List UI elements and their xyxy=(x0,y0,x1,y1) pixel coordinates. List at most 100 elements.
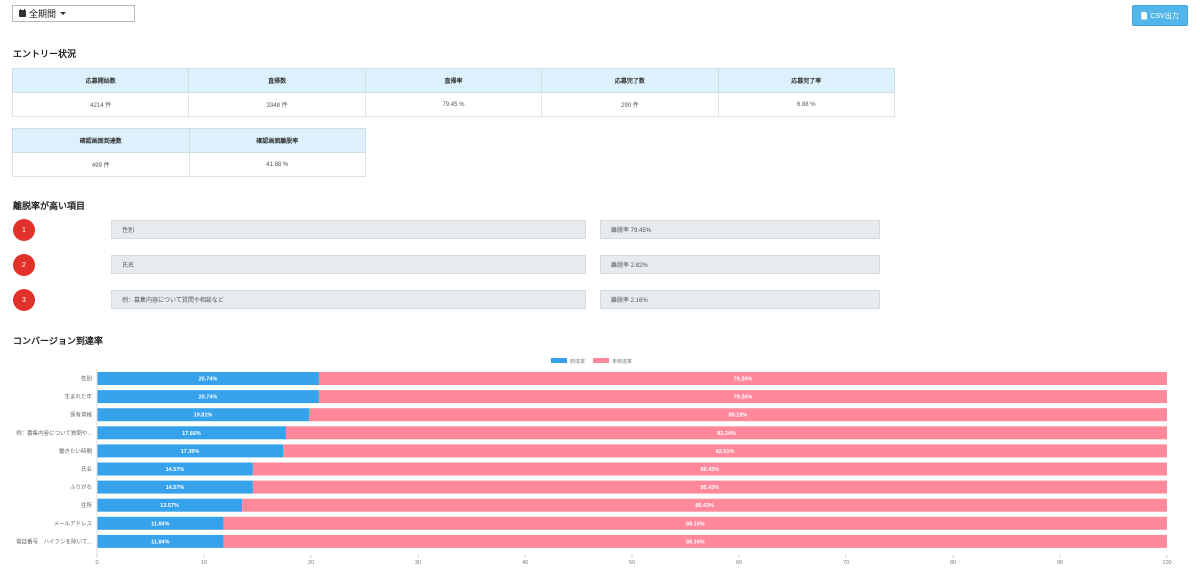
table-header: 確認画面到達数 xyxy=(12,128,190,153)
bar-segment xyxy=(242,498,1168,512)
category-label: 保有資格 xyxy=(70,411,93,419)
data-label: 17.66% xyxy=(182,431,201,437)
entry-stats-table: 応募開始数 直帰数 直帰率 応募完了数 応募完了率 4214 件 3348 件 … xyxy=(11,68,896,117)
bar-segment xyxy=(285,426,1167,440)
legend-swatch xyxy=(593,358,609,363)
data-label: 82.34% xyxy=(717,431,736,437)
file-icon xyxy=(1141,11,1148,20)
conversion-title: コンバージョン到達率 xyxy=(13,336,103,346)
category-label: 電話番号 ハイフンを除いて... xyxy=(16,537,92,545)
period-select-label: 全期間 xyxy=(29,9,57,19)
data-label: 20.74% xyxy=(199,377,218,383)
rank-item-rate: 離脱率 79.45% xyxy=(600,220,880,239)
table-cell: 79.45 % xyxy=(364,92,543,117)
bar-segment xyxy=(318,390,1168,404)
data-label: 11.84% xyxy=(151,539,169,545)
rank-item-label: 氏名 xyxy=(111,255,586,274)
legend-label: 到達率 xyxy=(570,358,585,365)
x-tick-label: 100 xyxy=(1162,560,1171,566)
period-select[interactable]: 全期間 xyxy=(12,5,135,22)
entry-status-title: エントリー状況 xyxy=(13,49,77,59)
table-cell: 499 件 xyxy=(12,152,190,177)
rank-badge: 1 xyxy=(13,219,35,241)
bar-segment xyxy=(97,534,224,548)
data-label: 19.81% xyxy=(194,413,213,419)
data-label: 88.16% xyxy=(686,521,705,527)
x-tick-label: 60 xyxy=(736,560,742,566)
data-label: 13.57% xyxy=(160,503,179,509)
data-label: 14.57% xyxy=(166,485,185,491)
table-cell: 4214 件 xyxy=(11,92,190,117)
data-label: 20.74% xyxy=(199,395,218,401)
category-label: ふりがな xyxy=(70,483,93,491)
table-header: 確認画面離脱率 xyxy=(188,128,366,153)
data-label: 17.39% xyxy=(181,449,200,455)
data-label: 88.16% xyxy=(686,539,705,545)
bar-segment xyxy=(97,462,253,476)
calendar-icon xyxy=(19,9,26,17)
data-label: 86.43% xyxy=(695,503,714,509)
category-label: 例：募集内容について質問や... xyxy=(16,429,92,437)
x-tick-label: 80 xyxy=(950,560,956,566)
x-tick-label: 0 xyxy=(95,560,98,566)
bar-segment xyxy=(97,390,319,404)
rank-item-label: 性別 xyxy=(111,220,586,239)
x-tick-label: 70 xyxy=(843,560,849,566)
x-tick-label: 40 xyxy=(522,560,528,566)
data-label: 82.61% xyxy=(716,449,735,455)
category-label: 氏名 xyxy=(81,465,92,473)
table-header: 直帰数 xyxy=(188,68,366,93)
table-header: 応募完了数 xyxy=(541,68,719,93)
x-tick-label: 30 xyxy=(415,560,421,566)
x-tick-label: 90 xyxy=(1057,560,1063,566)
x-tick-label: 50 xyxy=(629,560,635,566)
data-label: 85.43% xyxy=(701,467,720,473)
rank-item-label: 例：募集内容について質問や相談など xyxy=(111,290,586,309)
confirm-stats-table: 確認画面到達数 確認画面離脱率 499 件 41.88 % xyxy=(12,128,366,177)
data-label: 79.26% xyxy=(734,377,753,383)
chevron-down-icon xyxy=(60,12,67,15)
bar-segment xyxy=(97,372,319,385)
dropout-rank-row: 3 例：募集内容について質問や相談など 離脱率 2.16% xyxy=(13,289,883,311)
data-label: 85.43% xyxy=(701,485,720,491)
dropout-title: 離脱率が高い項目 xyxy=(13,201,86,211)
data-label: 79.26% xyxy=(734,395,753,401)
x-tick-label: 20 xyxy=(308,560,314,566)
rank-badge: 2 xyxy=(13,254,35,276)
table-header: 直帰率 xyxy=(364,68,543,93)
bar-segment xyxy=(223,534,1168,548)
bar-segment xyxy=(97,426,286,440)
bar-segment xyxy=(252,462,1168,476)
rank-badge: 3 xyxy=(13,289,35,311)
csv-export-button[interactable]: CSV出力 xyxy=(1132,5,1188,26)
category-label: 働きたい時間 xyxy=(59,447,93,455)
table-cell: 3348 件 xyxy=(188,92,366,117)
bar-segment xyxy=(97,444,284,458)
dropout-rank-row: 1 性別 離脱率 79.45% xyxy=(13,219,883,241)
data-label: 14.57% xyxy=(166,467,185,473)
category-label: 性別 xyxy=(81,375,92,383)
legend-swatch xyxy=(551,358,567,363)
bar-segment xyxy=(252,480,1168,494)
x-tick-label: 10 xyxy=(201,560,207,566)
table-header: 応募完了率 xyxy=(717,68,896,93)
table-cell: 290 件 xyxy=(541,92,719,117)
bar-segment xyxy=(308,408,1167,422)
rank-item-rate: 離脱率 2.82% xyxy=(600,255,880,274)
bar-segment xyxy=(318,372,1168,385)
table-header: 応募開始数 xyxy=(11,68,190,93)
data-label: 80.19% xyxy=(729,413,748,419)
category-label: 生まれた年 xyxy=(64,393,92,401)
table-cell: 41.88 % xyxy=(188,152,366,177)
legend-label: 未到達率 xyxy=(612,358,632,365)
csv-export-label: CSV出力 xyxy=(1150,12,1179,20)
table-cell: 6.88 % xyxy=(717,92,896,117)
bar-segment xyxy=(97,480,253,494)
category-label: 住所 xyxy=(81,501,93,509)
bar-segment xyxy=(283,444,1167,458)
bar-segment xyxy=(97,516,224,530)
dropout-rank-row: 2 氏名 離脱率 2.82% xyxy=(13,254,883,276)
category-label: メールアドレス xyxy=(53,520,92,527)
bar-segment xyxy=(223,516,1168,530)
